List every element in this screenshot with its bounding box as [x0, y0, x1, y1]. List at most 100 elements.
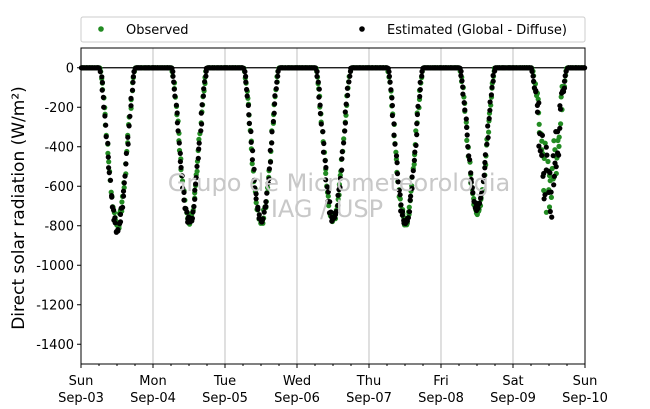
estimated-point — [343, 101, 349, 107]
estimated-point — [460, 91, 466, 97]
estimated-point — [248, 128, 254, 135]
estimated-point — [260, 216, 266, 222]
estimated-point — [417, 79, 423, 85]
estimated-point — [173, 102, 179, 108]
estimated-point — [102, 113, 108, 119]
estimated-point — [112, 215, 118, 221]
estimated-point — [468, 179, 474, 185]
estimated-point — [272, 101, 278, 107]
estimated-point — [203, 73, 209, 79]
estimated-point — [391, 132, 397, 138]
estimated-point — [105, 140, 111, 146]
estimated-point — [465, 144, 471, 150]
estimated-point — [243, 73, 249, 79]
estimated-point — [397, 192, 403, 198]
estimated-point — [467, 157, 473, 163]
estimated-point — [202, 79, 208, 85]
estimated-point — [530, 73, 536, 79]
estimated-point — [339, 156, 345, 162]
estimated-point — [201, 86, 207, 92]
estimated-point — [469, 185, 475, 191]
estimated-point — [462, 107, 468, 113]
legend-box — [80, 16, 586, 43]
estimated-point — [178, 164, 184, 171]
estimated-point — [547, 208, 553, 215]
estimated-point — [115, 227, 121, 233]
estimated-point — [395, 179, 401, 185]
x-tick-label-day: Mon — [139, 374, 166, 389]
observed-point — [411, 161, 417, 167]
estimated-point — [106, 165, 112, 171]
estimated-point — [314, 68, 320, 75]
estimated-point — [265, 180, 271, 186]
estimated-point — [180, 185, 186, 191]
estimated-point — [323, 164, 329, 171]
x-tick-label-date: Sep-04 — [130, 391, 176, 406]
estimated-point — [322, 158, 328, 164]
y-axis-title: Direct solar radiation (W/m²) — [9, 86, 29, 330]
estimated-point — [547, 170, 553, 176]
estimated-point — [172, 93, 178, 99]
estimated-point — [341, 140, 347, 146]
estimated-point — [191, 203, 197, 210]
estimated-point — [125, 134, 131, 140]
estimated-point — [342, 120, 348, 126]
estimated-point — [266, 176, 272, 182]
observed-point — [549, 165, 555, 172]
estimated-point — [549, 214, 555, 220]
estimated-point — [389, 102, 395, 109]
estimated-point — [109, 194, 115, 200]
observed-point — [105, 150, 111, 156]
estimated-point — [270, 118, 276, 125]
estimated-point — [192, 187, 198, 193]
estimated-point — [320, 149, 327, 155]
data-points — [78, 65, 588, 235]
estimated-point — [414, 111, 420, 118]
y-tick-label: 0 — [66, 61, 74, 76]
estimated-point — [318, 121, 324, 127]
estimated-point — [246, 120, 252, 126]
estimated-point — [99, 74, 105, 80]
observed-point — [194, 168, 200, 174]
estimated-point — [408, 193, 414, 199]
estimated-point — [537, 148, 543, 154]
estimated-point — [485, 123, 491, 129]
observed-point — [397, 196, 403, 202]
estimated-point — [249, 157, 255, 163]
estimated-point — [199, 102, 205, 108]
estimated-point — [557, 106, 564, 112]
observed-point — [558, 121, 564, 127]
estimated-point — [339, 167, 345, 173]
estimated-point — [251, 177, 257, 183]
x-tick-label-day: Thu — [356, 374, 381, 389]
estimated-point — [484, 141, 490, 147]
estimated-point — [534, 109, 541, 115]
estimated-point — [539, 132, 546, 138]
estimated-point — [127, 113, 133, 119]
estimated-point — [406, 209, 413, 215]
estimated-point — [413, 142, 419, 148]
estimated-point — [251, 166, 257, 172]
estimated-point — [391, 121, 397, 127]
x-tick-label-day: Sat — [502, 374, 523, 389]
estimated-point — [536, 100, 542, 106]
legend-label-observed: Observed — [126, 23, 189, 38]
estimated-point — [410, 168, 416, 174]
estimated-point — [476, 200, 483, 206]
estimated-point — [250, 148, 256, 154]
estimated-point — [244, 93, 250, 99]
estimated-point — [548, 189, 554, 195]
observed-point — [548, 194, 555, 200]
estimated-point — [562, 73, 568, 79]
x-tick-label-date: Sep-08 — [418, 391, 464, 406]
estimated-point — [490, 72, 496, 79]
x-tick-label-date: Sep-07 — [346, 391, 392, 406]
estimated-point — [245, 102, 251, 108]
estimated-point — [129, 87, 136, 93]
estimated-point — [480, 178, 486, 184]
estimated-point — [274, 79, 280, 85]
gridlines — [152, 48, 514, 364]
estimated-point — [466, 153, 472, 159]
estimated-point — [339, 149, 345, 155]
estimated-point — [561, 85, 568, 91]
